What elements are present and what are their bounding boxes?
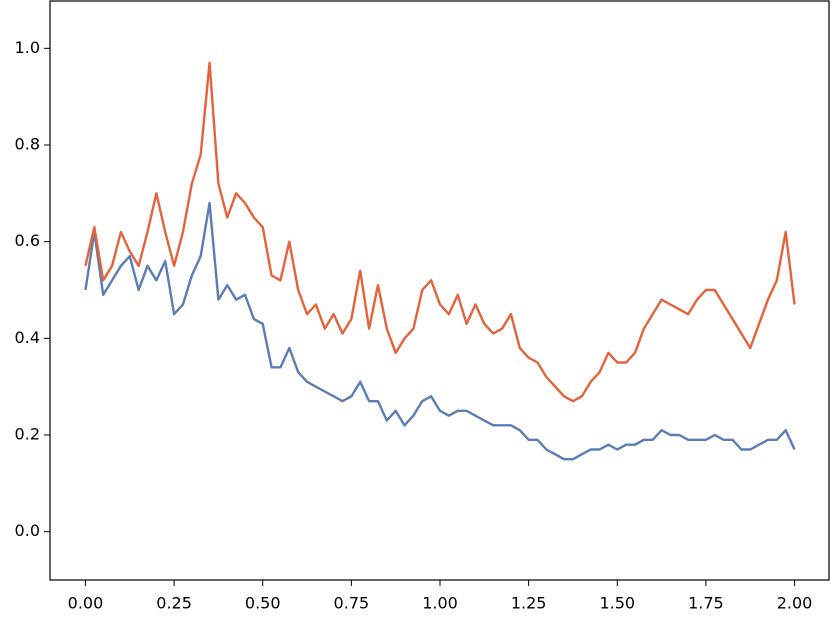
x-tick-label: 0.50 xyxy=(245,594,281,613)
x-tick-label: 1.25 xyxy=(511,594,547,613)
y-tick-label: 1.0 xyxy=(15,38,40,57)
x-tick-label: 1.75 xyxy=(688,594,724,613)
data-line xyxy=(84,61,796,403)
y-tick-label: 0.0 xyxy=(15,521,40,540)
x-tick-label: 1.00 xyxy=(422,594,458,613)
x-tick-label: 2.00 xyxy=(777,594,813,613)
x-tick-label: 0.25 xyxy=(156,594,192,613)
x-tick-label: 0.75 xyxy=(334,594,370,613)
y-tick-label: 0.8 xyxy=(15,135,40,154)
data-line xyxy=(84,201,796,461)
x-tick-label: 1.50 xyxy=(599,594,635,613)
y-tick-label: 0.6 xyxy=(15,231,40,250)
y-tick-label: 0.2 xyxy=(15,425,40,444)
y-tick-label: 0.4 xyxy=(15,328,40,347)
x-tick-label: 0.00 xyxy=(68,594,104,613)
